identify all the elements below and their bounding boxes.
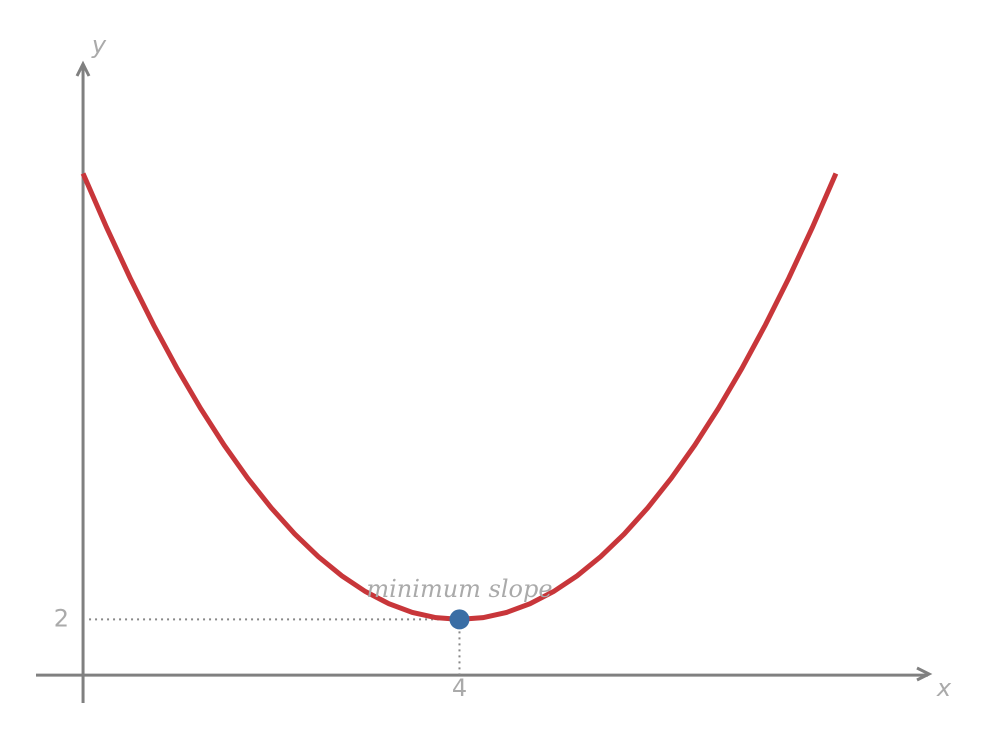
x-axis-label: x (936, 674, 952, 702)
minimum-point (449, 609, 470, 630)
annotation: minimum slope (366, 575, 552, 603)
y-axis-label: y (91, 31, 107, 59)
curve (80, 172, 839, 622)
y-tick-label: 2 (54, 604, 69, 632)
x-tick-label: 4 (452, 674, 467, 702)
x-axis-arrow (916, 666, 933, 682)
